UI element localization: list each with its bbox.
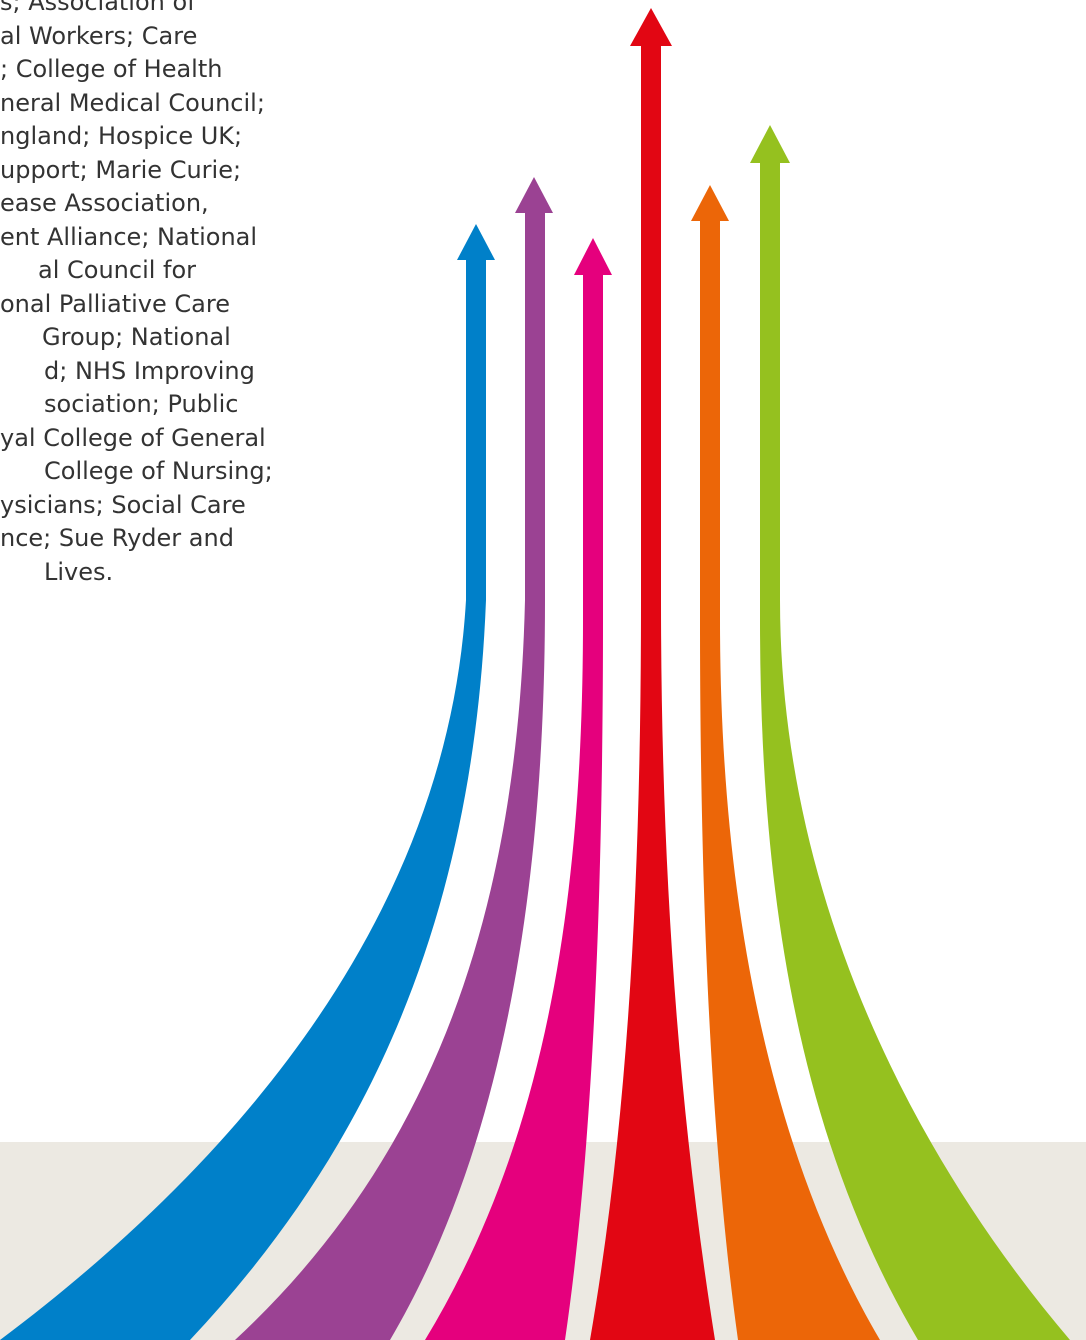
purple-arrow-shaft xyxy=(235,210,545,1340)
text-line: ease Association, xyxy=(0,189,209,217)
orange-arrow-head xyxy=(691,185,729,221)
blue-arrow-shaft xyxy=(0,258,486,1340)
text-line: s; Association of xyxy=(0,0,196,16)
green-arrow-shaft xyxy=(760,160,1070,1340)
orange-arrow xyxy=(691,185,880,1340)
green-arrow-head xyxy=(750,125,790,163)
blue-arrow-head xyxy=(457,224,495,260)
orange-arrow-shaft xyxy=(700,218,880,1340)
magenta-arrow-head xyxy=(574,238,612,275)
red-arrow-shaft xyxy=(590,42,715,1340)
partner-organisations-text: s; Association of al Workers; Care ; Col… xyxy=(0,0,340,589)
text-line: upport; Marie Curie; xyxy=(0,155,242,184)
text-line: ent Alliance; National xyxy=(0,222,258,251)
text-line: Group; National xyxy=(42,323,231,351)
red-arrow-head xyxy=(630,8,672,46)
text-line: nce; Sue Ryder and xyxy=(0,524,234,552)
green-arrow xyxy=(750,125,1070,1340)
text-line: sociation; Public xyxy=(44,390,239,418)
text-line: neral Medical Council; xyxy=(0,88,265,117)
text-line: College of Nursing; xyxy=(44,457,273,485)
red-arrow xyxy=(590,8,715,1340)
text-line: ngland; Hospice UK; xyxy=(0,122,243,150)
text-line: ; College of Health xyxy=(0,55,223,83)
purple-arrow xyxy=(235,177,553,1340)
text-line: al Workers; Care xyxy=(0,21,198,50)
blue-arrow xyxy=(0,224,495,1340)
text-line: Lives. xyxy=(44,557,114,586)
magenta-arrow-shaft xyxy=(425,272,603,1340)
text-line: d; NHS Improving xyxy=(44,356,255,385)
text-line: ysicians; Social Care xyxy=(0,490,246,519)
purple-arrow-head xyxy=(515,177,553,213)
magenta-arrow xyxy=(425,238,612,1340)
text-line: onal Palliative Care xyxy=(0,289,230,318)
text-line: al Council for xyxy=(38,256,197,284)
text-line: yal College of General xyxy=(0,423,266,452)
